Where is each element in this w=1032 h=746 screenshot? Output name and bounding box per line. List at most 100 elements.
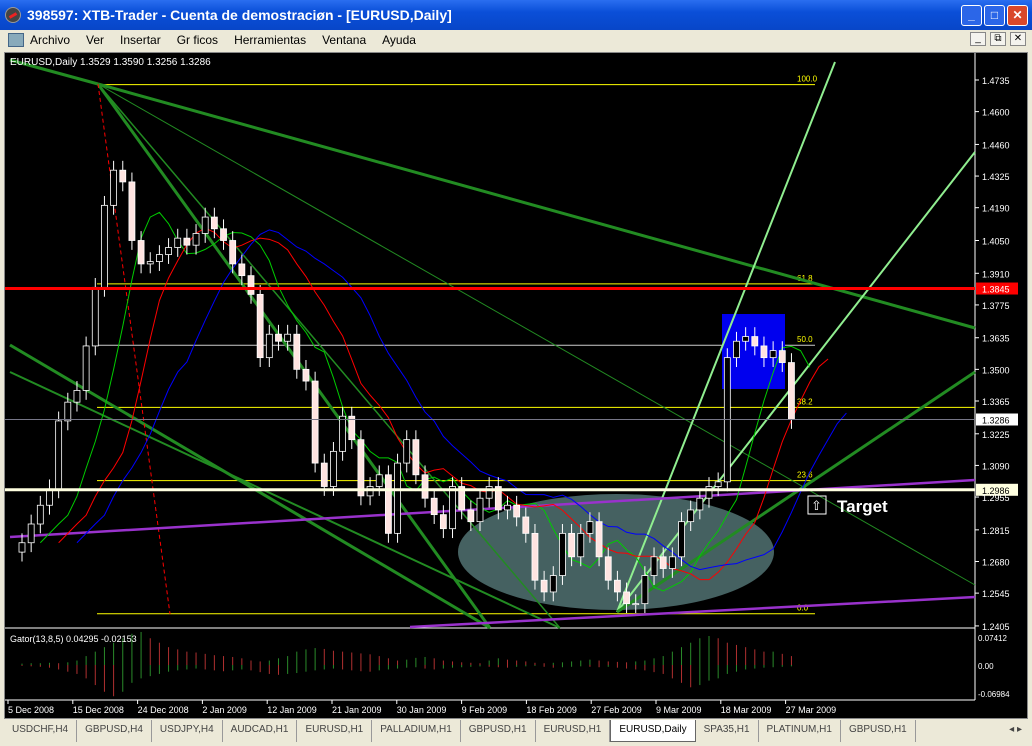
close-button[interactable]: ✕	[1007, 5, 1028, 26]
tab-platinum-h1[interactable]: PLATINUM,H1	[759, 720, 841, 742]
fan-line	[616, 370, 976, 614]
price-chart[interactable]: 100.0 61.8 50.0 38.2 23.6 0.0 1.3845 1.3286 1.2…	[4, 52, 1028, 719]
candle	[183, 237, 191, 246]
price-tick-label: 1.3365	[982, 397, 1010, 407]
tab-usdjpy-h4[interactable]: USDJPY,H4	[152, 720, 223, 742]
candle	[678, 521, 685, 558]
candle	[275, 333, 282, 342]
gator-tick-label: 0.00	[978, 662, 994, 671]
price-tick-label: 1.4050	[982, 236, 1010, 246]
minimize-button[interactable]: _	[961, 5, 982, 26]
date-label: 9 Feb 2009	[462, 705, 508, 715]
target-arrow-glyph: ⇧	[811, 498, 822, 513]
channel-line	[409, 595, 976, 629]
candle	[55, 420, 63, 490]
tab-palladium-h1[interactable]: PALLADIUM,H1	[372, 720, 461, 742]
candle	[357, 439, 365, 497]
menu-graficos[interactable]: Gr ficos	[176, 33, 219, 47]
candle	[311, 380, 319, 464]
tab-eurusd-daily[interactable]: EURUSD,Daily	[610, 720, 696, 742]
candle	[742, 336, 750, 342]
candle	[788, 362, 795, 420]
price-tick-label: 1.3500	[982, 365, 1010, 375]
candle	[201, 216, 209, 234]
date-label: 18 Feb 2009	[526, 705, 577, 715]
price-tick-label: 1.3910	[982, 269, 1010, 279]
menu-ventana[interactable]: Ventana	[322, 33, 367, 47]
candle	[36, 504, 44, 525]
candle	[128, 181, 136, 241]
gator-tick-label: 0.07412	[978, 634, 1007, 643]
candle	[348, 415, 356, 441]
price-tick-label: 1.2815	[982, 526, 1010, 536]
menu-ayuda[interactable]: Ayuda	[382, 33, 416, 47]
price-tick-label: 1.4735	[982, 76, 1010, 86]
candle	[522, 516, 530, 534]
tab-audcad-h1[interactable]: AUDCAD,H1	[223, 720, 298, 742]
candle	[421, 474, 429, 499]
candle	[220, 228, 227, 241]
tab-eurusd-h1[interactable]: EURUSD,H1	[536, 720, 611, 742]
candle	[384, 474, 392, 534]
chart-window[interactable]: 100.0 61.8 50.0 38.2 23.6 0.0 1.3845 1.3286 1.2…	[4, 52, 1028, 719]
price-tick-label: 1.3090	[982, 461, 1010, 471]
candle	[82, 345, 90, 391]
chart-header: EURUSD,Daily 1.3529 1.3590 1.3256 1.3286	[10, 57, 211, 68]
menu-bar: Archivo Ver Insertar Gr ficos Herramient…	[0, 30, 1032, 50]
candle	[595, 521, 603, 558]
tab-gbpusd-h4[interactable]: GBPUSD,H4	[77, 720, 152, 742]
date-label: 12 Jan 2009	[267, 705, 317, 715]
candle	[623, 591, 630, 605]
price-tag	[976, 282, 1018, 295]
candle	[91, 286, 99, 347]
gator-oscillator: 0.07412 0.00 -0.06984	[21, 632, 1010, 699]
menu-ver[interactable]: Ver	[86, 33, 105, 47]
candle	[458, 486, 466, 511]
candle	[119, 169, 127, 183]
mdi-restore-button[interactable]: ⧉	[990, 32, 1006, 46]
menu-archivo[interactable]: Archivo	[30, 33, 71, 47]
date-label: 27 Mar 2009	[786, 705, 837, 715]
candle	[284, 333, 292, 342]
app-icon	[5, 7, 21, 23]
candle	[101, 204, 108, 288]
gator-tick-label: -0.06984	[978, 690, 1010, 699]
trendline	[97, 83, 976, 586]
price-tag	[976, 413, 1018, 426]
menu-herramientas[interactable]: Herramientas	[234, 33, 307, 47]
candles	[18, 160, 795, 614]
tab-scroll-arrows[interactable]: ◂ ▸	[1009, 724, 1022, 735]
mdi-close-button[interactable]: ✕	[1010, 32, 1026, 46]
tab-usdchf-h4[interactable]: USDCHF,H4	[4, 720, 78, 742]
price-tick-label: 1.3225	[982, 430, 1010, 440]
tab-gbpusd-h1[interactable]: GBPUSD,H1	[841, 720, 916, 742]
candle	[586, 521, 594, 534]
candle	[137, 240, 145, 265]
candle	[513, 504, 521, 518]
menu-insertar[interactable]: Insertar	[120, 33, 161, 47]
candle	[256, 293, 264, 359]
candle	[504, 504, 511, 511]
date-label: 24 Dec 2008	[138, 705, 189, 715]
tab-eurusd-h1[interactable]: EURUSD,H1	[297, 720, 373, 742]
chart-document-icon[interactable]	[8, 33, 24, 47]
candle	[210, 216, 218, 230]
fib-label: 100.0	[797, 75, 818, 84]
candle	[265, 333, 273, 359]
fib-label: 50.0	[797, 335, 813, 344]
candle	[439, 514, 447, 530]
candle	[778, 350, 786, 363]
candle	[467, 509, 475, 523]
maximize-button[interactable]: □	[984, 5, 1005, 26]
candle	[174, 237, 182, 248]
date-label: 15 Dec 2008	[73, 705, 124, 715]
price-tick-label: 1.2405	[982, 622, 1010, 632]
tab-spa35-h1[interactable]: SPA35,H1	[696, 720, 759, 742]
candle	[64, 401, 72, 422]
mdi-minimize-button[interactable]: _	[970, 32, 986, 46]
gator-label: Gator(13,8,5) 0.04295 -0.02153	[10, 634, 137, 644]
fan-line	[616, 61, 836, 613]
vertical-dashed-line	[97, 83, 171, 615]
candle	[27, 523, 35, 544]
tab-gbpusd-h1[interactable]: GBPUSD,H1	[461, 720, 536, 742]
